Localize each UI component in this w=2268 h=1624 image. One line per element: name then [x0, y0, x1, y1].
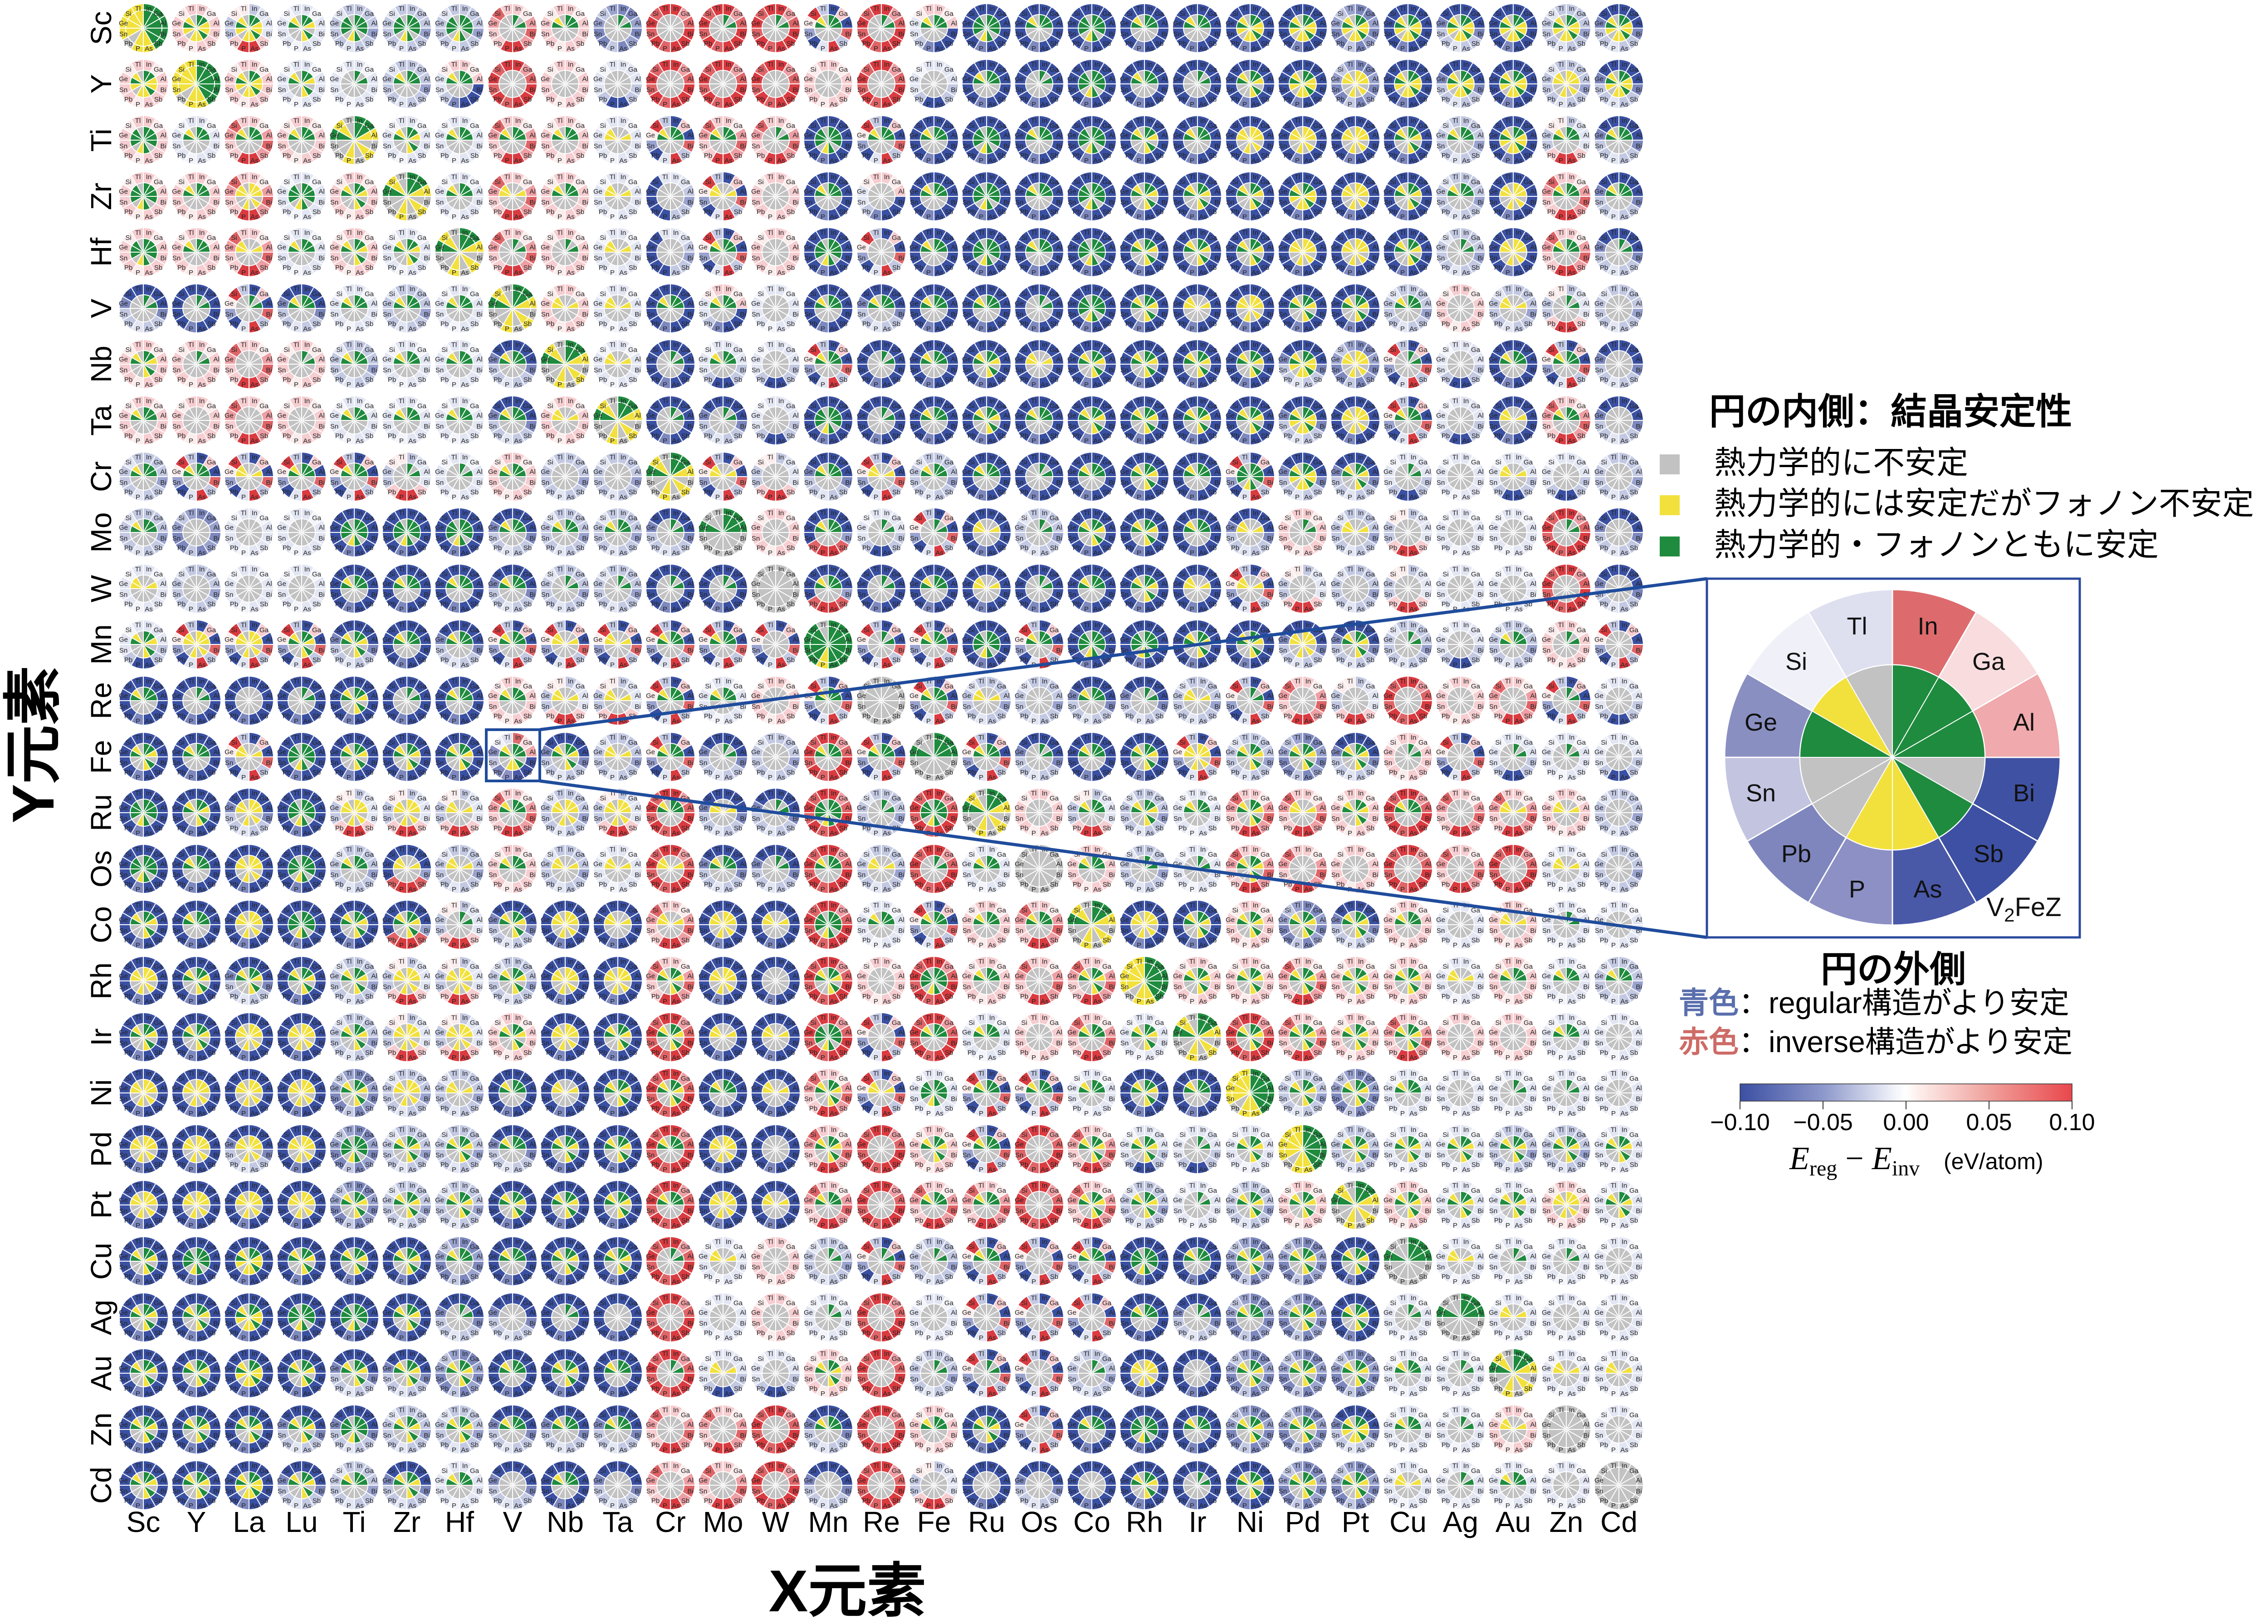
svg-text:Pb: Pb	[1781, 840, 1811, 868]
svg-text:Cu: Cu	[85, 1243, 117, 1280]
svg-text:熱力学的・フォノンともに安定: 熱力学的・フォノンともに安定	[1714, 527, 2159, 562]
svg-text:Au: Au	[85, 1356, 117, 1391]
svg-text:0.10: 0.10	[2049, 1109, 2095, 1136]
svg-text:Ni: Ni	[85, 1079, 117, 1107]
svg-text:La: La	[233, 1506, 265, 1538]
svg-text:Ta: Ta	[85, 405, 117, 436]
svg-text:In: In	[1917, 613, 1938, 640]
svg-text:(eV/atom): (eV/atom)	[1944, 1149, 2043, 1174]
svg-text:Hf: Hf	[445, 1506, 474, 1538]
svg-text:Mn: Mn	[808, 1506, 849, 1538]
svg-text:Re: Re	[85, 682, 117, 719]
svg-text:P: P	[1849, 876, 1865, 903]
svg-text:Ge: Ge	[1745, 709, 1777, 736]
svg-text:Ag: Ag	[1443, 1506, 1478, 1538]
svg-text:Zn: Zn	[1549, 1506, 1584, 1538]
svg-text:−0.10: −0.10	[1710, 1109, 1770, 1136]
svg-text:Rh: Rh	[85, 962, 117, 1000]
svg-text:Cr: Cr	[85, 461, 117, 492]
svg-text:Zr: Zr	[393, 1506, 420, 1538]
svg-text:Tl: Tl	[1847, 613, 1867, 640]
svg-text:Ti: Ti	[85, 129, 117, 152]
svg-text:Sb: Sb	[1974, 840, 2004, 868]
svg-text:W: W	[762, 1506, 790, 1538]
svg-text:V: V	[503, 1506, 523, 1538]
svg-text:Os: Os	[1021, 1506, 1058, 1538]
svg-text:Ir: Ir	[1188, 1506, 1206, 1538]
svg-text:Co: Co	[85, 906, 117, 943]
svg-text:0.05: 0.05	[1966, 1109, 2012, 1136]
svg-text:X元素: X元素	[769, 1558, 926, 1624]
svg-text:Y: Y	[187, 1506, 206, 1538]
svg-text:Zr: Zr	[85, 183, 117, 210]
svg-text:V: V	[85, 298, 117, 318]
svg-text:Ir: Ir	[85, 1028, 117, 1046]
svg-text:Pd: Pd	[85, 1131, 117, 1167]
svg-text:Rh: Rh	[1126, 1506, 1163, 1538]
svg-text:Ereg − Einv: Ereg − Einv	[1789, 1140, 1920, 1180]
svg-text:Os: Os	[85, 850, 117, 888]
svg-text:Y元素: Y元素	[0, 666, 66, 824]
svg-text:Sc: Sc	[85, 11, 117, 45]
svg-text:Mn: Mn	[85, 624, 117, 665]
svg-text:円の内側：結晶安定性: 円の内側：結晶安定性	[1709, 391, 2072, 432]
svg-text:Ga: Ga	[1972, 648, 2005, 675]
svg-text:Co: Co	[1073, 1506, 1110, 1538]
svg-text:Y: Y	[85, 74, 117, 94]
svg-text:Cd: Cd	[85, 1467, 117, 1504]
svg-text:As: As	[1913, 876, 1942, 903]
svg-text:赤色：inverse構造がより安定: 赤色：inverse構造がより安定	[1679, 1025, 2072, 1058]
svg-text:Lu: Lu	[285, 1506, 318, 1538]
svg-text:−0.05: −0.05	[1793, 1109, 1853, 1136]
svg-text:Sn: Sn	[1746, 780, 1776, 807]
svg-text:Au: Au	[1496, 1506, 1531, 1538]
svg-text:Ag: Ag	[85, 1300, 117, 1335]
svg-text:Re: Re	[863, 1506, 900, 1538]
svg-text:円の外側: 円の外側	[1821, 949, 1966, 990]
svg-text:熱力学的には安定だがフォノン不安定: 熱力学的には安定だがフォノン不安定	[1714, 486, 2254, 521]
svg-text:Cr: Cr	[655, 1506, 686, 1538]
svg-text:熱力学的に不安定: 熱力学的に不安定	[1714, 445, 1968, 480]
svg-text:Al: Al	[2013, 709, 2035, 736]
svg-text:Bi: Bi	[2013, 780, 2035, 807]
svg-text:Zn: Zn	[85, 1413, 117, 1447]
svg-text:Cu: Cu	[1389, 1506, 1427, 1538]
svg-text:Nb: Nb	[547, 1506, 584, 1538]
svg-text:Ti: Ti	[343, 1506, 366, 1538]
svg-text:Fe: Fe	[917, 1506, 951, 1538]
svg-text:W: W	[85, 575, 117, 602]
svg-text:Ni: Ni	[1237, 1506, 1264, 1538]
svg-text:Hf: Hf	[85, 238, 117, 267]
svg-text:Si: Si	[1785, 648, 1807, 675]
svg-text:0.00: 0.00	[1883, 1109, 1929, 1136]
svg-text:Ta: Ta	[602, 1506, 633, 1538]
svg-text:青色：regular構造がより安定: 青色：regular構造がより安定	[1679, 986, 2069, 1019]
svg-text:Ru: Ru	[85, 794, 117, 831]
svg-text:Pt: Pt	[1342, 1506, 1369, 1538]
svg-text:Mo: Mo	[703, 1506, 743, 1538]
svg-text:Nb: Nb	[85, 346, 117, 383]
svg-text:Pt: Pt	[85, 1191, 117, 1219]
svg-text:Cd: Cd	[1600, 1506, 1637, 1538]
svg-text:V2FeZ: V2FeZ	[1986, 892, 2061, 926]
svg-text:Pd: Pd	[1285, 1506, 1320, 1538]
svg-text:Ru: Ru	[968, 1506, 1005, 1538]
svg-text:Fe: Fe	[85, 740, 117, 774]
svg-text:Mo: Mo	[85, 512, 117, 553]
svg-text:Sc: Sc	[127, 1506, 161, 1538]
